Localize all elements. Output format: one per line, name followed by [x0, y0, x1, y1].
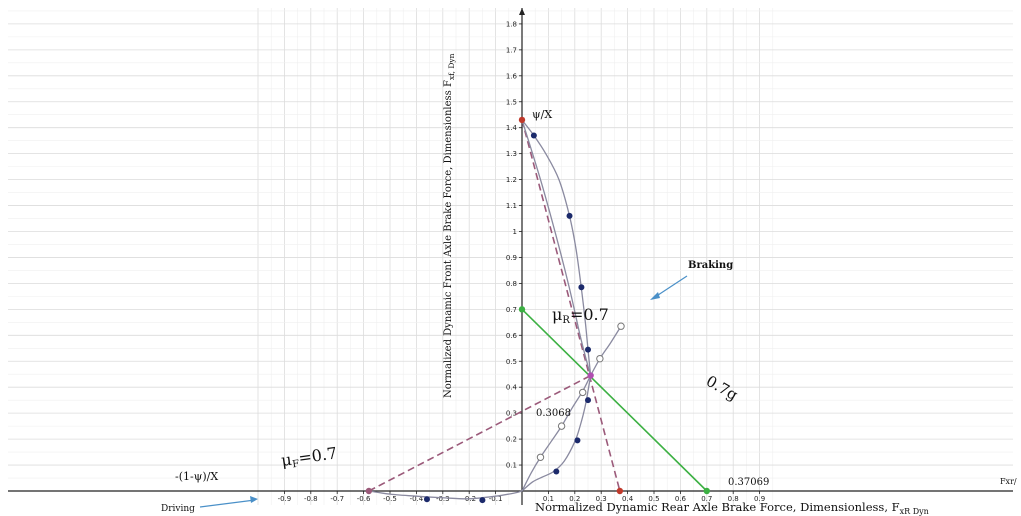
data-point-filled — [553, 468, 560, 475]
curve-braking-upper — [521, 119, 592, 376]
x-tick-label: 0.6 — [675, 495, 687, 503]
y-tick-label: 0.5 — [506, 358, 517, 366]
data-point-filled — [479, 497, 486, 504]
annotation-neg-intercept: -(1-ψ)/X — [175, 470, 218, 483]
x-tick-label: -0.7 — [330, 495, 344, 503]
data-point-open — [617, 322, 625, 330]
mu-r-subscript: R — [562, 315, 570, 326]
curves — [368, 119, 622, 500]
x-tick-label: -0.1 — [489, 495, 503, 503]
data-point-filled — [574, 437, 581, 444]
y-tick-label: 0.3 — [506, 410, 517, 418]
y-tick-label: 0.9 — [506, 254, 517, 262]
mu-r-value: =0.7 — [570, 305, 609, 324]
x-tick-label: 0.8 — [728, 495, 739, 503]
y-tick-label: 1.6 — [506, 72, 518, 80]
y-tick-label: 0.1 — [506, 462, 517, 470]
curve-from-origin — [521, 375, 592, 492]
curve-driving-curve — [368, 490, 523, 500]
point-cross — [587, 372, 594, 379]
annotation-3068: 0.3068 — [536, 408, 571, 419]
driving-arrow — [199, 499, 256, 508]
line-mu-f-line — [368, 374, 592, 492]
x-tick-label: 0.3 — [596, 495, 607, 503]
annotation-37069: 0.37069 — [728, 477, 769, 488]
data-point-open — [596, 354, 604, 363]
y-tick-label: 0.7 — [506, 306, 517, 314]
x-tick-label: 0.5 — [648, 495, 659, 503]
y-tick-label: 0.8 — [506, 280, 517, 288]
mu-r-symbol: μ — [552, 305, 562, 324]
data-point-open — [579, 388, 587, 397]
annotation-driving: Driving — [161, 504, 195, 514]
grid — [8, 8, 1013, 505]
mu-f-subscript: F — [292, 459, 300, 471]
y-axis-arrow — [519, 8, 525, 15]
x-axis-label: Normalized Dynamic Rear Axle Brake Force… — [535, 500, 929, 516]
y-tick-label: 1.8 — [506, 20, 517, 28]
x-axis-end-label: Fxr/ — [1000, 477, 1017, 486]
data-point-filled — [530, 132, 537, 139]
line-mu-r-line — [521, 308, 708, 492]
y-axis-label-sub: xf, Dyn — [447, 53, 456, 80]
mu-f-symbol: μ — [280, 450, 293, 470]
y-tick-label: 1.7 — [506, 46, 517, 54]
x-tick-label: -0.5 — [383, 495, 397, 503]
x-axis-label-sub: xR Dyn — [900, 507, 929, 516]
reference-lines — [368, 119, 708, 492]
data-point-filled — [423, 496, 430, 503]
y-tick-label: 1.2 — [506, 176, 517, 184]
x-tick-label: 0.9 — [754, 495, 765, 503]
x-tick-label: -0.8 — [304, 495, 318, 503]
x-tick-label: 0.1 — [543, 495, 554, 503]
y-tick-label: 1.4 — [506, 124, 518, 132]
y-axis-label: Normalized Dynamic Front Axle Brake Forc… — [443, 53, 456, 398]
point-psi-x — [518, 116, 526, 124]
line-front-diag — [521, 119, 621, 492]
annotation-psi-x: ψ/X — [532, 108, 552, 121]
data-point-filled — [566, 212, 573, 219]
annotation-mu-r: μR=0.7 — [552, 305, 609, 326]
data-point-filled — [585, 397, 591, 404]
data-point-filled — [585, 346, 591, 353]
x-tick-label: 0.4 — [622, 495, 634, 503]
y-axis-label-main: Normalized Dynamic Front Axle Brake Forc… — [443, 80, 454, 398]
y-tick-label: 0.6 — [506, 332, 518, 340]
y-tick-label: 0.2 — [506, 436, 517, 444]
data-point-open — [536, 453, 545, 461]
svg-text:Normalized Dynamic Front Axle: Normalized Dynamic Front Axle Brake Forc… — [443, 53, 456, 398]
annotation-braking: Braking — [688, 260, 733, 271]
data-point-open — [557, 422, 566, 430]
y-tick-label: 0.4 — [506, 384, 518, 392]
x-axis-label-main: Normalized Dynamic Rear Axle Brake Force… — [535, 500, 900, 514]
y-tick-label: 1.3 — [506, 150, 517, 158]
point-g-int — [703, 487, 710, 495]
y-tick-label: 1.5 — [506, 98, 517, 106]
x-tick-label: -0.3 — [436, 495, 450, 503]
svg-text:Normalized Dynamic Rear Axle B: Normalized Dynamic Rear Axle Brake Force… — [535, 500, 929, 516]
driving-arrow-head — [250, 496, 258, 503]
curve-braking-lower — [521, 119, 592, 376]
curve-open-markers — [521, 325, 622, 492]
point-mu-r-int — [518, 306, 526, 313]
data-point-filled — [578, 284, 585, 291]
x-tick-label: 0.7 — [701, 495, 712, 503]
axes — [8, 8, 1013, 505]
x-tick-label: -0.6 — [357, 495, 371, 503]
y-tick-label: 1.1 — [506, 202, 517, 210]
point-x-int — [616, 487, 624, 495]
x-tick-label: -0.9 — [278, 495, 292, 503]
x-tick-label: -0.4 — [410, 495, 424, 503]
y-tick-label: 1 — [513, 228, 517, 236]
point-neg-int — [365, 487, 373, 495]
markers — [365, 116, 710, 504]
x-tick-label: 0.2 — [569, 495, 580, 503]
braking-arrow-head — [650, 292, 660, 300]
